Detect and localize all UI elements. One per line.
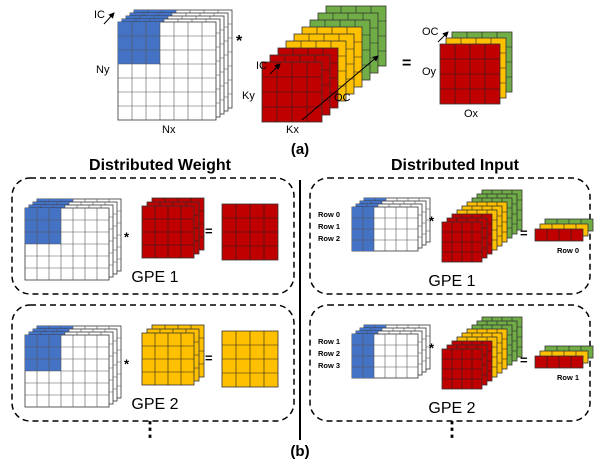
row-label: Row 0 bbox=[557, 246, 579, 255]
caption: (a) bbox=[291, 141, 309, 158]
row-label: Row 3 bbox=[318, 361, 340, 370]
gpe-label: GPE 1 bbox=[131, 269, 178, 286]
label: Nx bbox=[162, 124, 176, 136]
grid-highlight bbox=[118, 22, 160, 64]
equals: = bbox=[205, 223, 213, 238]
gpe-label: GPE 2 bbox=[131, 396, 178, 413]
figure: IC Ny Nx * IC Ky Kx OC = OC Oy Ox (a) Di… bbox=[0, 0, 600, 464]
label: Ny bbox=[96, 64, 110, 76]
row-label: Row 1 bbox=[318, 222, 340, 231]
label: Kx bbox=[286, 124, 299, 136]
operator: * bbox=[124, 356, 130, 371]
row-label: Row 2 bbox=[318, 234, 340, 243]
label: Ox bbox=[464, 108, 479, 120]
row-label: Row 2 bbox=[318, 349, 340, 358]
label: OC bbox=[422, 26, 439, 38]
operator: * bbox=[124, 229, 130, 244]
label: Oy bbox=[422, 66, 437, 78]
caption: (b) bbox=[290, 443, 309, 460]
equals: = bbox=[520, 352, 528, 367]
label: IC bbox=[94, 9, 105, 21]
operator: * bbox=[429, 213, 435, 228]
column-title: Distributed Weight bbox=[89, 157, 232, 174]
gpe-label: GPE 1 bbox=[428, 273, 475, 290]
grid-highlight bbox=[25, 335, 61, 371]
label: IC bbox=[256, 60, 267, 72]
row-label: Row 0 bbox=[318, 210, 340, 219]
operator: * bbox=[429, 340, 435, 355]
arrow bbox=[104, 13, 114, 24]
more: ⋮ bbox=[140, 418, 160, 440]
equals: = bbox=[402, 55, 411, 72]
equals: = bbox=[205, 350, 213, 365]
column-title: Distributed Input bbox=[391, 157, 520, 174]
operator: * bbox=[236, 33, 243, 50]
grid-highlight bbox=[25, 208, 61, 244]
row-label: Row 1 bbox=[557, 373, 579, 382]
label: Ky bbox=[242, 90, 255, 102]
more: ⋮ bbox=[442, 418, 462, 440]
gpe-label: GPE 2 bbox=[428, 400, 475, 417]
row-label: Row 1 bbox=[318, 337, 340, 346]
label: OC bbox=[334, 92, 351, 104]
equals: = bbox=[520, 225, 528, 240]
